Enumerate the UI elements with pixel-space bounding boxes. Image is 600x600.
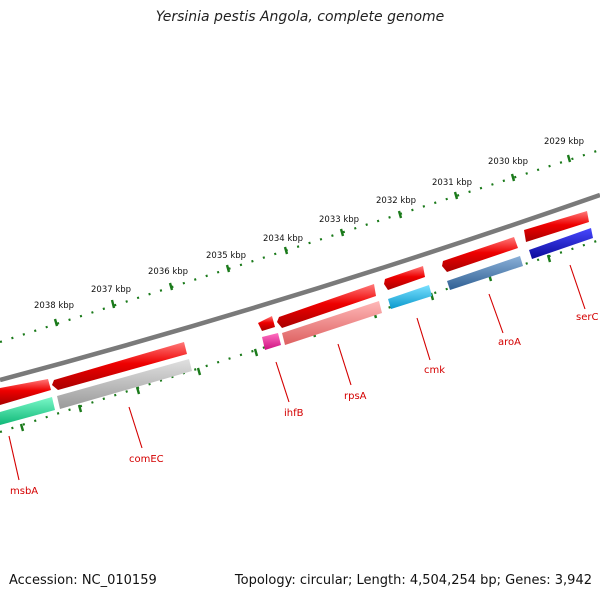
gene-label-serC[interactable]: serC: [576, 312, 598, 323]
gene-label-ihfB[interactable]: ihfB: [284, 408, 304, 419]
label-leaders: [8, 264, 586, 481]
gene-label-rpsA[interactable]: rpsA: [344, 391, 367, 402]
gene-bar-cmk[interactable]: [388, 285, 432, 309]
gene-tracks: [0, 228, 593, 425]
feature-arrow-comEC[interactable]: [52, 342, 187, 390]
scale-label-2034: 2034 kbp: [263, 234, 303, 244]
outer-scale-ring: [0, 148, 600, 344]
scale-label-2035: 2035 kbp: [206, 251, 246, 261]
scale-label-2031: 2031 kbp: [432, 178, 472, 188]
gene-bar-ihfB[interactable]: [262, 333, 281, 350]
scale-label-2032: 2032 kbp: [376, 196, 416, 206]
accession-text: Accession: NC_010159: [9, 573, 157, 588]
genome-summary-text: Topology: circular; Length: 4,504,254 bp…: [234, 573, 592, 588]
scale-label-2033: 2033 kbp: [319, 215, 359, 225]
feature-arrow-aroA[interactable]: [442, 237, 518, 272]
gene-labels: serC aroA cmk rpsA ihfB comEC msbA: [10, 312, 598, 497]
feature-arrow-rpsA[interactable]: [277, 284, 376, 328]
gene-bar-msbA[interactable]: [0, 397, 55, 425]
feature-arrow-serC[interactable]: [524, 211, 589, 242]
gene-label-msbA[interactable]: msbA: [10, 486, 38, 497]
scale-label-2029: 2029 kbp: [544, 137, 584, 147]
gene-bar-rpsA[interactable]: [282, 301, 382, 345]
map-title: Yersinia pestis Angola, complete genome: [155, 9, 445, 25]
gene-bar-serC[interactable]: [529, 228, 593, 259]
scale-label-2038: 2038 kbp: [34, 301, 74, 311]
scale-label-2030: 2030 kbp: [488, 157, 528, 167]
scale-label-2037: 2037 kbp: [91, 285, 131, 295]
gene-label-comEC[interactable]: comEC: [129, 454, 164, 465]
feature-arrow-ihfB[interactable]: [258, 316, 275, 331]
feature-arrow-msbA[interactable]: [0, 379, 51, 405]
genome-backbone: [0, 192, 600, 383]
forward-features: [0, 211, 589, 405]
scale-label-2036: 2036 kbp: [148, 267, 188, 277]
gene-bar-comEC[interactable]: [57, 359, 192, 409]
feature-arrow-cmk[interactable]: [384, 266, 425, 290]
gene-label-cmk[interactable]: cmk: [424, 365, 445, 376]
scale-labels: 2029 kbp 2030 kbp 2031 kbp 2032 kbp 2033…: [34, 137, 584, 311]
gene-label-aroA[interactable]: aroA: [498, 337, 521, 348]
gene-bar-aroA[interactable]: [447, 256, 523, 290]
